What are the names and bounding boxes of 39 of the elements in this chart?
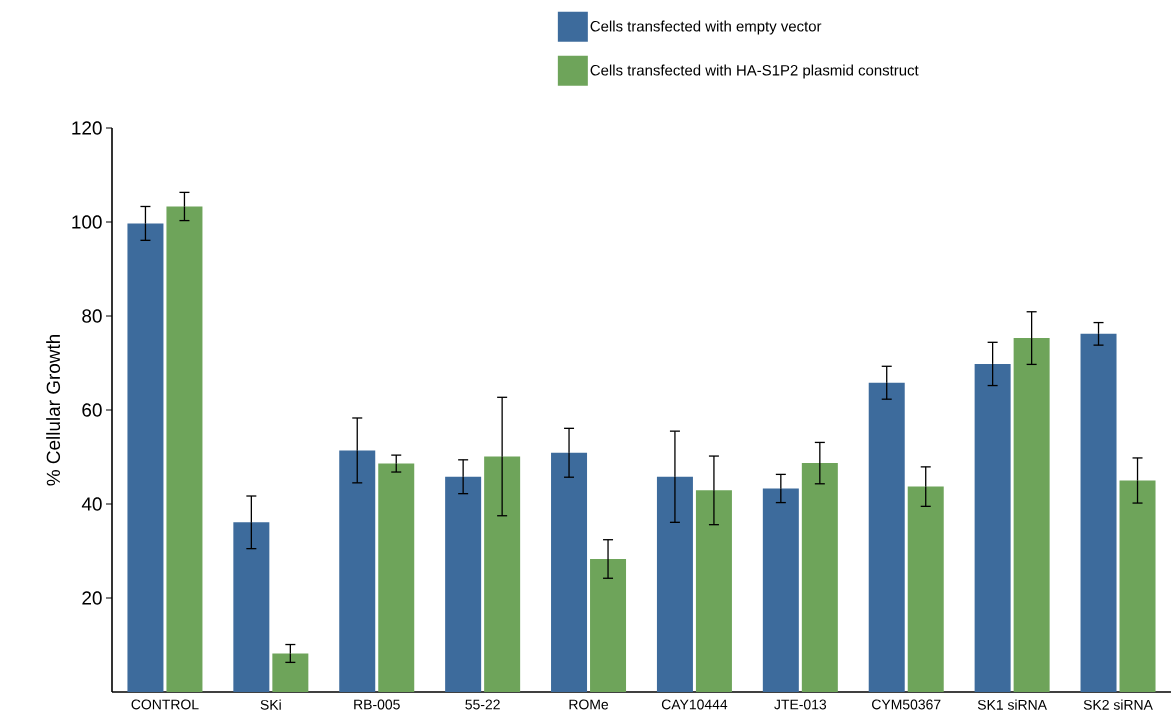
bar: [484, 456, 521, 692]
bar: [590, 558, 627, 692]
x-tick-label: ROMe: [569, 699, 609, 710]
x-tick-label: RB-005: [354, 699, 400, 710]
y-tick-label: 120: [72, 121, 102, 135]
x-tick-label: SKi: [260, 699, 281, 710]
bar: [656, 476, 693, 692]
x-tick-label: JTE-013: [774, 699, 827, 710]
bar: [233, 522, 270, 692]
bar: [1080, 333, 1117, 692]
bar: [907, 486, 944, 692]
x-tick-label: 55-22: [465, 699, 500, 710]
x-tick-label: CYM50367: [872, 699, 941, 710]
x-tick-label: CONTROL: [131, 699, 199, 710]
legend-label: Cells transfected with empty vector: [590, 20, 822, 35]
bar: [378, 463, 415, 692]
bar: [272, 653, 309, 692]
x-tick-label: SK1 siRNA: [977, 699, 1047, 710]
bar: [551, 452, 588, 692]
y-tick-label: 80: [82, 309, 102, 323]
y-tick-label: 60: [82, 403, 102, 417]
bar: [974, 363, 1011, 692]
y-tick-label: 40: [81, 497, 102, 511]
bar: [868, 382, 905, 692]
x-tick-label: SK2 siRNA: [1083, 699, 1153, 710]
bar: [695, 490, 732, 692]
y-axis-title: % Cellular Growth: [46, 335, 61, 486]
bar: [1013, 338, 1050, 692]
legend-label: Cells transfected with HA-S1P2 plasmid construct: [590, 64, 919, 79]
bar: [1119, 480, 1156, 692]
x-tick-label: CAY10444: [661, 699, 728, 710]
bar: [445, 476, 482, 692]
y-tick-label: 100: [72, 215, 102, 229]
bar: [762, 488, 799, 692]
bar: [339, 450, 376, 692]
bar: [801, 463, 838, 692]
bar: [127, 223, 164, 692]
y-tick-label: 20: [82, 591, 102, 605]
bar: [166, 206, 203, 692]
